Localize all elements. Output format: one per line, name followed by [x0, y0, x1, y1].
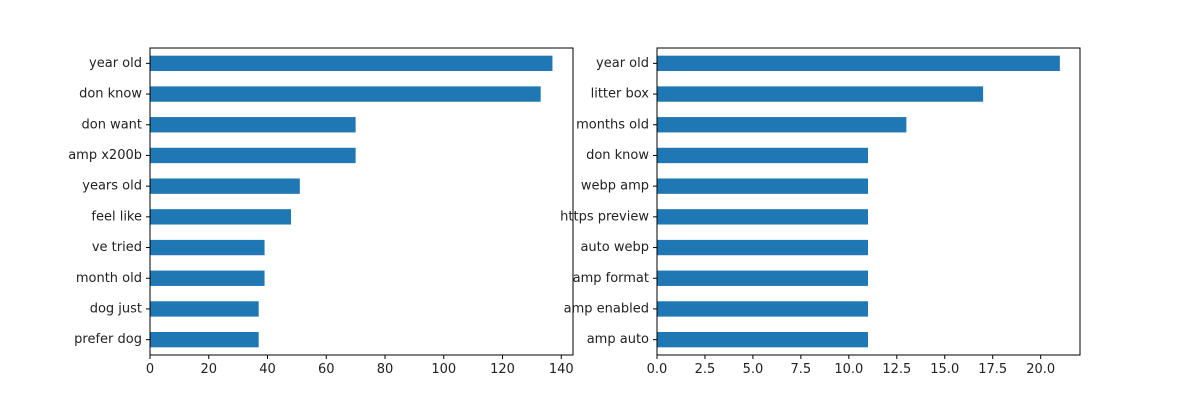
y-tick-label: don want [81, 117, 142, 132]
y-tick-label: feel like [91, 209, 142, 224]
y-tick-label: month old [76, 271, 142, 286]
bar [150, 239, 265, 256]
bar [657, 301, 869, 317]
y-tick-label: litter box [591, 87, 650, 102]
left-bar-chart: year old don know don want amp x200b years o… [68, 47, 574, 377]
x-tick-label: 0.0 [647, 362, 668, 377]
y-tick-label: amp format [573, 271, 649, 286]
bar [150, 301, 259, 317]
bar [657, 270, 869, 286]
y-tick-label: https preview [560, 209, 649, 224]
bar [657, 178, 869, 194]
x-tick-label: 15.0 [930, 362, 959, 377]
bar [657, 239, 869, 256]
y-tick-label: years old [82, 179, 142, 194]
y-tick-label: amp enabled [564, 301, 649, 316]
bar [150, 178, 300, 194]
bar [150, 86, 541, 102]
bar [657, 86, 984, 102]
x-tick-label: 10.0 [834, 362, 863, 377]
y-tick-label: months old [576, 117, 649, 132]
x-tick-label: 140 [549, 362, 574, 377]
bar [150, 331, 259, 348]
y-tick-label: year old [89, 56, 142, 71]
x-tick-label: 60 [318, 362, 335, 377]
y-tick-label: amp auto [587, 332, 649, 347]
bar [150, 117, 356, 133]
x-tick-label: 20.0 [1026, 362, 1055, 377]
axes-frame [656, 47, 1081, 356]
y-tick-label: year old [596, 56, 649, 71]
x-tick-label: 100 [431, 362, 456, 377]
x-tick-label: 120 [490, 362, 515, 377]
bar [150, 209, 291, 225]
y-tick-label: ve tried [92, 240, 142, 255]
y-tick-label: webp amp [581, 179, 649, 194]
bar [150, 147, 356, 164]
y-tick-label: don know [79, 87, 142, 102]
x-tick-label: 17.5 [978, 362, 1007, 377]
bar [657, 55, 1060, 72]
bar [150, 270, 265, 286]
y-tick-label: amp x200b [68, 148, 142, 163]
x-tick-label: 0 [146, 362, 154, 377]
x-tick-label: 2.5 [695, 362, 716, 377]
y-tick-label: dog just [90, 301, 142, 316]
x-tick-label: 7.5 [791, 362, 812, 377]
y-tick-label: don know [586, 148, 649, 163]
right-bar-chart: year old litter box months old don know webp… [560, 47, 1081, 377]
y-tick-label: prefer dog [74, 332, 142, 347]
x-tick-label: 5.0 [743, 362, 764, 377]
bar [657, 209, 869, 225]
x-tick-label: 12.5 [882, 362, 911, 377]
x-tick-label: 40 [259, 362, 276, 377]
y-tick-label: auto webp [580, 240, 649, 255]
x-tick-label: 20 [200, 362, 217, 377]
bar [657, 147, 869, 164]
x-tick-label: 80 [377, 362, 394, 377]
axes-frame [149, 47, 574, 356]
bar [657, 331, 869, 348]
bar [150, 55, 553, 72]
bar [657, 117, 907, 133]
